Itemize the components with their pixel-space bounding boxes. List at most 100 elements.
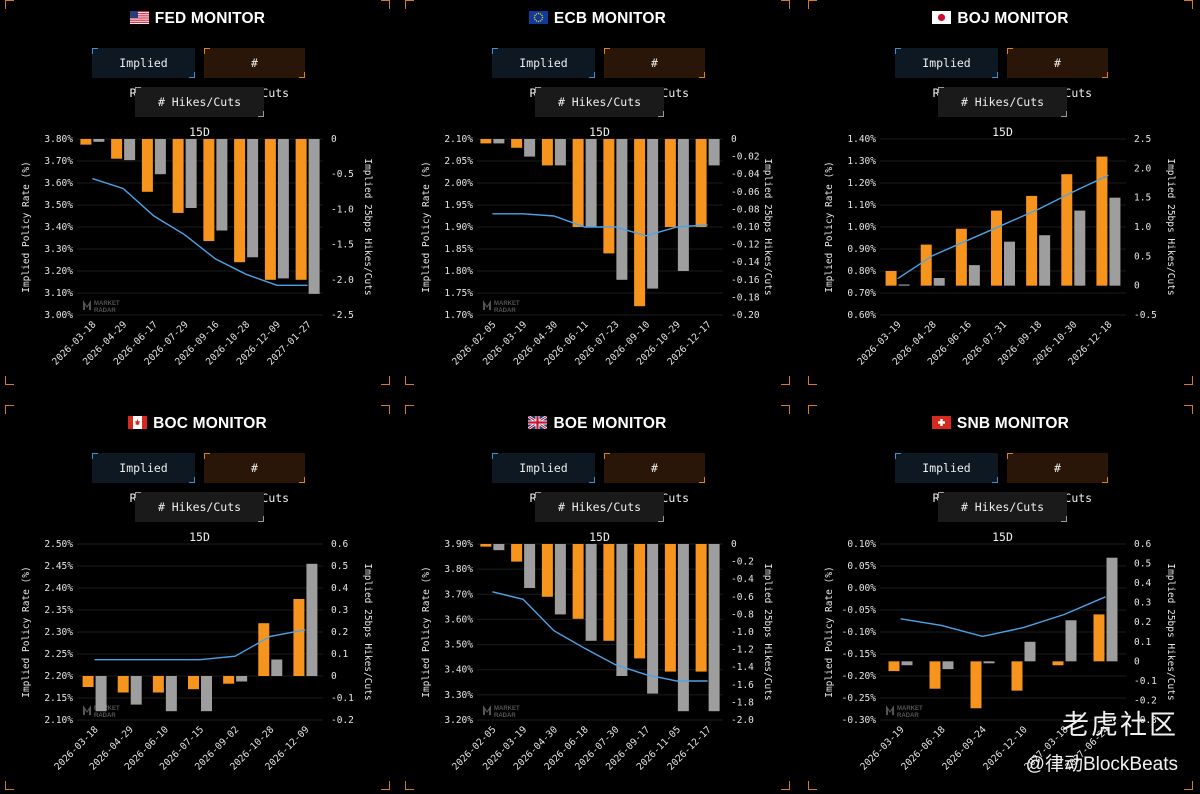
implied-rate-button[interactable]: Implied Rate [895,48,998,100]
hikes-cuts-bar[interactable] [295,139,307,280]
hikes-cuts-15d-bar[interactable] [1109,197,1121,286]
implied-rate-button[interactable]: Implied Rate [492,453,595,505]
hikes-cuts-bar[interactable] [172,139,184,213]
hikes-cuts-bar[interactable] [203,139,215,242]
hikes-cuts-15d-bar[interactable] [130,676,142,705]
hikes-cuts-15d-bar[interactable] [708,544,720,712]
hikes-cuts-bar[interactable] [603,544,615,641]
hikes-cuts-button[interactable]: # Hikes/Cuts [1007,48,1108,100]
hikes-cuts-15d-bar[interactable] [185,139,197,208]
hikes-cuts-15d-button[interactable]: # Hikes/Cuts 15D [938,87,1067,139]
hikes-cuts-button[interactable]: # Hikes/Cuts [204,48,305,100]
hikes-cuts-bar[interactable] [480,544,492,547]
hikes-cuts-button[interactable]: # Hikes/Cuts [604,48,705,100]
hikes-cuts-15d-bar[interactable] [585,544,597,641]
hikes-cuts-15d-bar[interactable] [236,676,248,682]
hikes-cuts-bar[interactable] [885,271,897,286]
hikes-cuts-15d-bar[interactable] [708,139,720,166]
hikes-cuts-15d-bar[interactable] [933,278,945,286]
hikes-cuts-15d-bar[interactable] [1074,210,1086,286]
hikes-cuts-bar[interactable] [634,139,646,307]
hikes-cuts-bar[interactable] [695,139,707,227]
hikes-cuts-bar[interactable] [572,139,584,227]
hikes-cuts-bar[interactable] [541,544,553,597]
hikes-cuts-15d-bar[interactable] [677,544,689,712]
hikes-cuts-15d-bar[interactable] [1024,641,1036,662]
hikes-cuts-15d-bar[interactable] [308,139,320,294]
hikes-cuts-15d-bar[interactable] [524,139,536,157]
hikes-cuts-15d-bar[interactable] [585,139,597,227]
hikes-cuts-15d-bar[interactable] [647,139,659,289]
hikes-cuts-bar[interactable] [1096,156,1108,286]
implied-rate-line[interactable] [492,591,708,682]
hikes-cuts-15d-bar[interactable] [165,676,177,712]
hikes-cuts-15d-bar[interactable] [901,661,913,666]
hikes-cuts-15d-bar[interactable] [554,139,566,166]
hikes-cuts-15d-bar[interactable] [1065,620,1077,662]
hikes-cuts-15d-bar[interactable] [524,544,536,588]
hikes-cuts-bar[interactable] [80,139,92,145]
hikes-cuts-bar[interactable] [695,544,707,672]
hikes-cuts-bar[interactable] [152,676,164,693]
hikes-cuts-bar[interactable] [991,210,1002,286]
hikes-cuts-15d-bar[interactable] [554,544,566,615]
hikes-cuts-15d-bar[interactable] [493,139,505,144]
hikes-cuts-bar[interactable] [970,661,982,709]
implied-rate-line[interactable] [94,629,306,661]
implied-rate-line[interactable] [897,174,1109,280]
hikes-cuts-15d-bar[interactable] [201,676,212,712]
hikes-cuts-bar[interactable] [634,544,646,659]
implied-rate-line[interactable] [492,213,708,237]
hikes-cuts-15d-bar[interactable] [898,284,910,286]
hikes-cuts-button[interactable]: # Hikes/Cuts [1007,453,1108,505]
hikes-cuts-bar[interactable] [664,139,676,227]
hikes-cuts-15d-bar[interactable] [1039,235,1051,286]
implied-rate-button[interactable]: Implied Rate [92,48,195,100]
hikes-cuts-15d-bar[interactable] [968,265,980,286]
hikes-cuts-bar[interactable] [572,544,584,619]
hikes-cuts-bar[interactable] [1011,661,1023,691]
hikes-cuts-bar[interactable] [141,139,153,192]
hikes-cuts-15d-bar[interactable] [1106,557,1118,662]
hikes-cuts-15d-button[interactable]: # Hikes/Cuts 15D [535,87,664,139]
implied-rate-button[interactable]: Implied Rate [895,453,998,505]
hikes-cuts-bar[interactable] [188,676,199,690]
hikes-cuts-button[interactable]: # Hikes/Cuts [604,453,705,505]
hikes-cuts-15d-bar[interactable] [677,139,689,271]
hikes-cuts-bar[interactable] [929,661,941,689]
hikes-cuts-15d-bar[interactable] [154,139,166,175]
hikes-cuts-15d-button[interactable]: # Hikes/Cuts 15D [135,87,264,139]
hikes-cuts-15d-button[interactable]: # Hikes/Cuts 15D [535,492,664,544]
hikes-cuts-15d-bar[interactable] [1004,241,1015,286]
hikes-cuts-bar[interactable] [111,139,123,159]
hikes-cuts-15d-bar[interactable] [983,661,995,664]
hikes-cuts-15d-bar[interactable] [942,661,954,670]
hikes-cuts-15d-bar[interactable] [247,139,259,258]
hikes-cuts-bar[interactable] [264,139,276,280]
hikes-cuts-bar[interactable] [293,599,305,676]
hikes-cuts-bar[interactable] [664,544,676,672]
hikes-cuts-15d-bar[interactable] [277,139,289,279]
hikes-cuts-15d-button[interactable]: # Hikes/Cuts 15D [938,492,1067,544]
hikes-cuts-bar[interactable] [603,139,615,254]
implied-rate-line[interactable] [92,177,308,286]
implied-rate-line[interactable] [900,596,1106,638]
hikes-cuts-bar[interactable] [234,139,246,263]
hikes-cuts-bar[interactable] [1061,174,1073,286]
hikes-cuts-bar[interactable] [888,661,900,672]
hikes-cuts-bar[interactable] [258,623,270,676]
hikes-cuts-bar[interactable] [1093,614,1105,662]
implied-rate-button[interactable]: Implied Rate [92,453,195,505]
hikes-cuts-bar[interactable] [920,244,932,286]
hikes-cuts-15d-bar[interactable] [124,139,136,161]
hikes-cuts-bar[interactable] [82,676,94,687]
hikes-cuts-bar[interactable] [1052,661,1064,666]
hikes-cuts-15d-bar[interactable] [616,544,628,676]
hikes-cuts-bar[interactable] [480,139,492,144]
hikes-cuts-15d-bar[interactable] [616,139,628,280]
hikes-cuts-15d-bar[interactable] [93,139,105,142]
hikes-cuts-15d-bar[interactable] [271,659,283,677]
hikes-cuts-15d-bar[interactable] [647,544,659,694]
implied-rate-button[interactable]: Implied Rate [492,48,595,100]
hikes-cuts-bar[interactable] [511,139,523,148]
